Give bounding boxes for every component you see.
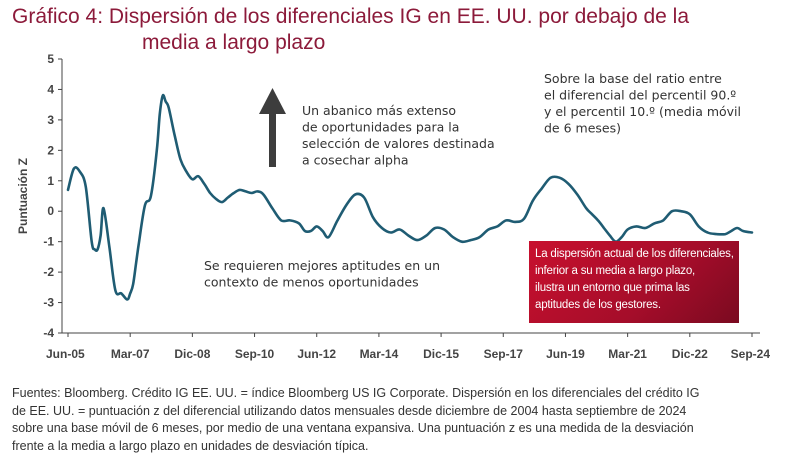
source-note-line-2: de EE. UU. = puntuación z del diferencia… [12,403,687,418]
y-tick-label: 2 [47,143,54,157]
y-tick-label: 1 [47,174,54,188]
y-tick-label: 5 [47,52,54,66]
callout-line-1: La dispersión actual de los diferenciale… [535,248,734,260]
y-tick-label: -2 [43,265,54,279]
y-tick-label: -3 [43,296,54,310]
x-axis: Jun-05 Mar-07 Dic-08 Sep-10 Jun-12 Mar-14 Dic-… [46,332,771,361]
series-line [66,93,754,301]
x-tick-label: Sep-10 [235,347,275,361]
y-tick-label: 0 [47,204,54,218]
annotation-upper-right-line-3: y el percentil 10.º (media móvil [544,104,741,119]
x-tick-label: Dic-22 [672,347,708,361]
x-tick-label: Mar-21 [608,347,647,361]
x-tick-label: Jun-12 [297,347,336,361]
source-note-line-3: sobre una base móvil de 6 meses, por med… [12,421,694,435]
chart-title-line-2: media a largo plazo [142,31,326,54]
annotation-upper-middle-line-2: de oportunidades para la [302,120,459,135]
callout-line-4: aptitudes de los gestores. [535,299,661,311]
annotation-upper-right-line-2: el diferencial del percentil 90.º [544,88,736,103]
source-note-line-4: frente a la media a largo plazo en unida… [12,438,369,453]
annotation-upper-right: Sobre la base del ratio entre el diferenc… [544,71,741,136]
x-tick-label: Sep-24 [731,347,771,361]
series-layer [66,93,754,301]
source-note-line-1: Fuentes: Bloomberg. Crédito IG EE. UU. =… [12,386,700,400]
y-tick-label: -4 [43,326,54,340]
annotation-upper-middle-line-3: selección de valores destinada [302,136,495,151]
x-tick-label: Jun-19 [546,347,585,361]
chart-title: Gráfico 4: Dispersión de los diferencial… [12,4,792,56]
x-tick-label: Sep-17 [484,347,524,361]
callout-line-3: ilustra un entorno que prima las [535,282,690,294]
x-tick-label: Dic-15 [423,347,459,361]
y-axis-label: Puntuación Z [16,158,30,234]
y-tick-label: 4 [47,82,54,96]
annotation-upper-middle-line-1: Un abanico más extenso [302,103,456,118]
chart-title-line-1: Gráfico 4: Dispersión de los diferencial… [12,5,690,28]
up-arrow-icon [259,88,286,167]
x-tick-label: Jun-05 [46,347,85,361]
annotation-upper-right-line-4: de 6 meses) [544,121,621,136]
annotation-lower-middle-line-2: contexto de menos oportunidades [204,275,419,290]
callout-line-2: inferior a su media a largo plazo, [535,265,696,277]
annotation-upper-right-line-1: Sobre la base del ratio entre [544,71,722,86]
callout-box: La dispersión actual de los diferenciale… [529,241,739,323]
annotation-upper-middle-line-4: a cosechar alpha [302,153,409,168]
x-tick-label: Dic-08 [174,347,210,361]
source-note: Fuentes: Bloomberg. Crédito IG EE. UU. =… [12,385,792,455]
y-tick-label: 3 [47,113,54,127]
arrow-shaft [269,113,276,167]
annotation-upper-middle: Un abanico más extenso de oportunidades p… [302,103,495,168]
arrow-head [259,88,286,114]
y-axis: 5 4 3 2 1 0 -1 -2 -3 -4 [43,52,63,340]
x-tick-label: Mar-07 [111,347,150,361]
x-tick-label: Mar-14 [360,347,399,361]
y-tick-label: -1 [43,235,54,249]
annotation-lower-middle-line-1: Se requieren mejores aptitudes en un [204,258,440,273]
annotation-lower-middle: Se requieren mejores aptitudes en un cont… [204,258,440,290]
